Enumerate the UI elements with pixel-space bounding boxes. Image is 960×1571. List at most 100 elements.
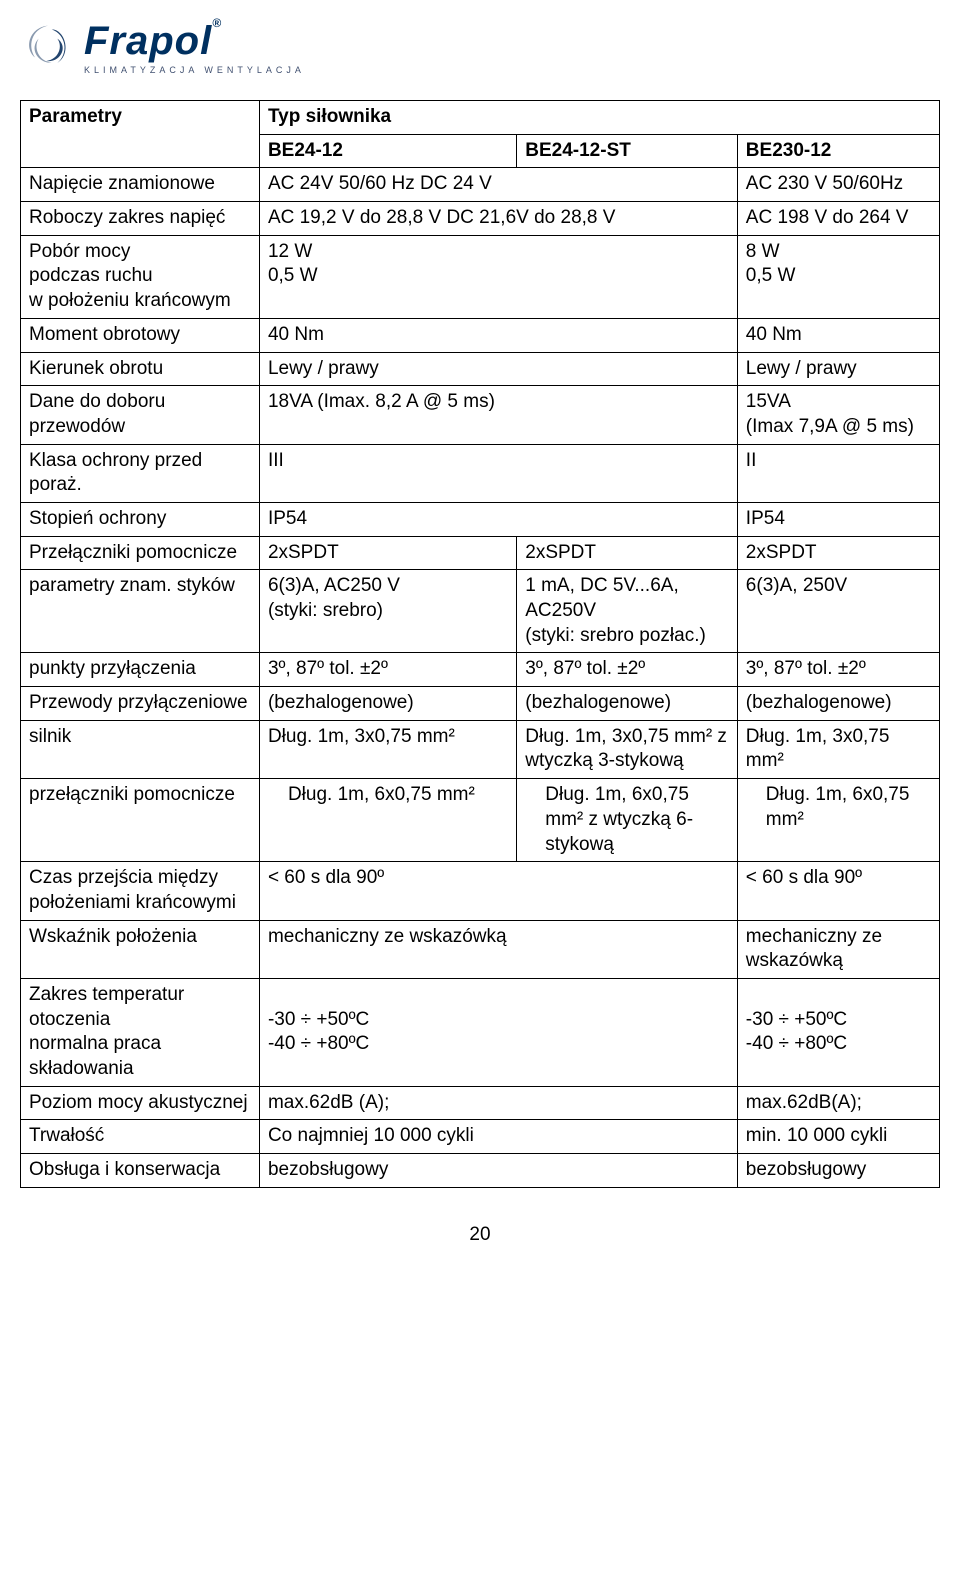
table-row: punkty przyłączenia 3º, 87º tol. ±2º 3º,… [21, 653, 940, 687]
cell-sub: (Imax 7,9A @ 5 ms) [746, 415, 931, 440]
table-row: Pobór mocy podczas ruchu w położeniu kra… [21, 235, 940, 318]
cell-value: 40 Nm [259, 318, 737, 352]
table-row: Wskaźnik położenia mechaniczny ze wskazó… [21, 920, 940, 978]
cell-value: Dług. 1m, 3x0,75 mm² [259, 720, 516, 778]
table-row: Kierunek obrotu Lewy / prawy Lewy / praw… [21, 352, 940, 386]
logo: Frapol® KLIMATYZACJA WENTYLACJA [20, 20, 940, 76]
cell-value: 12 W 0,5 W [259, 235, 737, 318]
cell-label: Przełączniki pomocnicze [21, 536, 260, 570]
cell-value: < 60 s dla 90º [737, 862, 939, 920]
cell-label: przełączniki pomocnicze [21, 779, 260, 862]
cell-value: IP54 [737, 502, 939, 536]
cell-value: 6(3)A, AC250 V (styki: srebro) [259, 570, 516, 653]
header-typ: Typ siłownika [259, 101, 939, 135]
cell-sub: normalna praca [29, 1032, 251, 1057]
cell-sub: Pobór mocy [29, 240, 251, 265]
table-row: Zakres temperatur otoczenia normalna pra… [21, 978, 940, 1086]
cell-value: Co najmniej 10 000 cykli [259, 1120, 737, 1154]
cell-value: 15VA (Imax 7,9A @ 5 ms) [737, 386, 939, 444]
cell-sub: 0,5 W [268, 264, 729, 289]
cell-label: Poziom mocy akustycznej [21, 1086, 260, 1120]
cell-label: Czas przejścia między położeniami krańco… [21, 862, 260, 920]
cell-value: IP54 [259, 502, 737, 536]
cell-sub: 15VA [746, 390, 931, 415]
cell-sub: 0,5 W [746, 264, 931, 289]
cell-label: Moment obrotowy [21, 318, 260, 352]
cell-sub: 6(3)A, AC250 V [268, 574, 508, 599]
cell-value: mechaniczny ze wskazówką [737, 920, 939, 978]
table-row: parametry znam. styków 6(3)A, AC250 V (s… [21, 570, 940, 653]
cell-value: 18VA (Imax. 8,2 A @ 5 ms) [259, 386, 737, 444]
cell-value: III [259, 444, 737, 502]
brand-tagline: KLIMATYZACJA WENTYLACJA [84, 65, 305, 75]
cell-value: 3º, 87º tol. ±2º [737, 653, 939, 687]
cell-label: Obsługa i konserwacja [21, 1154, 260, 1188]
header-model-1: BE24-12 [259, 134, 516, 168]
brand-label: Frapol [84, 19, 212, 63]
table-row: Moment obrotowy 40 Nm 40 Nm [21, 318, 940, 352]
cell-label: Stopień ochrony [21, 502, 260, 536]
cell-value: AC 230 V 50/60Hz [737, 168, 939, 202]
cell-value: Dług. 1m, 6x0,75 mm² [737, 779, 939, 862]
cell-value: bezobsługowy [737, 1154, 939, 1188]
cell-value: -30 ÷ +50ºC -40 ÷ +80ºC [737, 978, 939, 1086]
cell-label: Trwałość [21, 1120, 260, 1154]
cell-value: Lewy / prawy [737, 352, 939, 386]
cell-sub: (styki: srebro pozłac.) [525, 624, 729, 649]
cell-label: Napięcie znamionowe [21, 168, 260, 202]
cell-label: Klasa ochrony przed poraż. [21, 444, 260, 502]
table-row: Czas przejścia między położeniami krańco… [21, 862, 940, 920]
cell-value: Dług. 1m, 3x0,75 mm² [737, 720, 939, 778]
cell-sub: 12 W [268, 240, 729, 265]
cell-sub: 1 mA, DC 5V...6A, AC250V [525, 574, 729, 623]
registered-mark: ® [212, 16, 222, 30]
cell-label: Wskaźnik położenia [21, 920, 260, 978]
cell-value: Dług. 1m, 3x0,75 mm² z wtyczką 3-stykową [517, 720, 738, 778]
cell-value: -30 ÷ +50ºC -40 ÷ +80ºC [259, 978, 737, 1086]
table-row: Trwałość Co najmniej 10 000 cykli min. 1… [21, 1120, 940, 1154]
cell-sub: -30 ÷ +50ºC [268, 1008, 729, 1033]
table-row: Dane do doboru przewodów 18VA (Imax. 8,2… [21, 386, 940, 444]
cell-value: 8 W 0,5 W [737, 235, 939, 318]
cell-label: silnik [21, 720, 260, 778]
cell-value: II [737, 444, 939, 502]
cell-value: max.62dB(A); [737, 1086, 939, 1120]
header-model-3: BE230-12 [737, 134, 939, 168]
table-row: Klasa ochrony przed poraż. III II [21, 444, 940, 502]
logo-swirl-icon [20, 20, 76, 76]
cell-sub: w położeniu krańcowym [29, 289, 251, 314]
logo-text: Frapol® KLIMATYZACJA WENTYLACJA [84, 21, 305, 75]
cell-value: AC 198 V do 264 V [737, 202, 939, 236]
cell-value: bezobsługowy [259, 1154, 737, 1188]
cell-value: mechaniczny ze wskazówką [259, 920, 737, 978]
cell-sub: (styki: srebro) [268, 599, 508, 624]
cell-value: 3º, 87º tol. ±2º [517, 653, 738, 687]
table-row: Roboczy zakres napięć AC 19,2 V do 28,8 … [21, 202, 940, 236]
table-row: Napięcie znamionowe AC 24V 50/60 Hz DC 2… [21, 168, 940, 202]
cell-value: (bezhalogenowe) [737, 687, 939, 721]
cell-value: 3º, 87º tol. ±2º [259, 653, 516, 687]
cell-label: Pobór mocy podczas ruchu w położeniu kra… [21, 235, 260, 318]
cell-value: Dług. 1m, 6x0,75 mm² z wtyczką 6-stykową [517, 779, 738, 862]
cell-value: (bezhalogenowe) [259, 687, 516, 721]
cell-value: 6(3)A, 250V [737, 570, 939, 653]
cell-value: 2xSPDT [517, 536, 738, 570]
cell-label: punkty przyłączenia [21, 653, 260, 687]
brand-name: Frapol® [84, 21, 305, 61]
cell-value: < 60 s dla 90º [259, 862, 737, 920]
cell-value: max.62dB (A); [259, 1086, 737, 1120]
cell-label: Przewody przyłączeniowe [21, 687, 260, 721]
header-parametry: Parametry [21, 101, 260, 168]
cell-sub: -40 ÷ +80ºC [268, 1032, 729, 1057]
cell-value: Dług. 1m, 6x0,75 mm² [259, 779, 516, 862]
cell-value: AC 19,2 V do 28,8 V DC 21,6V do 28,8 V [259, 202, 737, 236]
cell-label: Dane do doboru przewodów [21, 386, 260, 444]
cell-label: Zakres temperatur otoczenia normalna pra… [21, 978, 260, 1086]
cell-value: Lewy / prawy [259, 352, 737, 386]
cell-sub: podczas ruchu [29, 264, 251, 289]
cell-sub: -30 ÷ +50ºC [746, 1008, 931, 1033]
cell-value: 1 mA, DC 5V...6A, AC250V (styki: srebro … [517, 570, 738, 653]
spec-table: Parametry Typ siłownika BE24-12 BE24-12-… [20, 100, 940, 1188]
cell-value: (bezhalogenowe) [517, 687, 738, 721]
cell-sub: -40 ÷ +80ºC [746, 1032, 931, 1057]
